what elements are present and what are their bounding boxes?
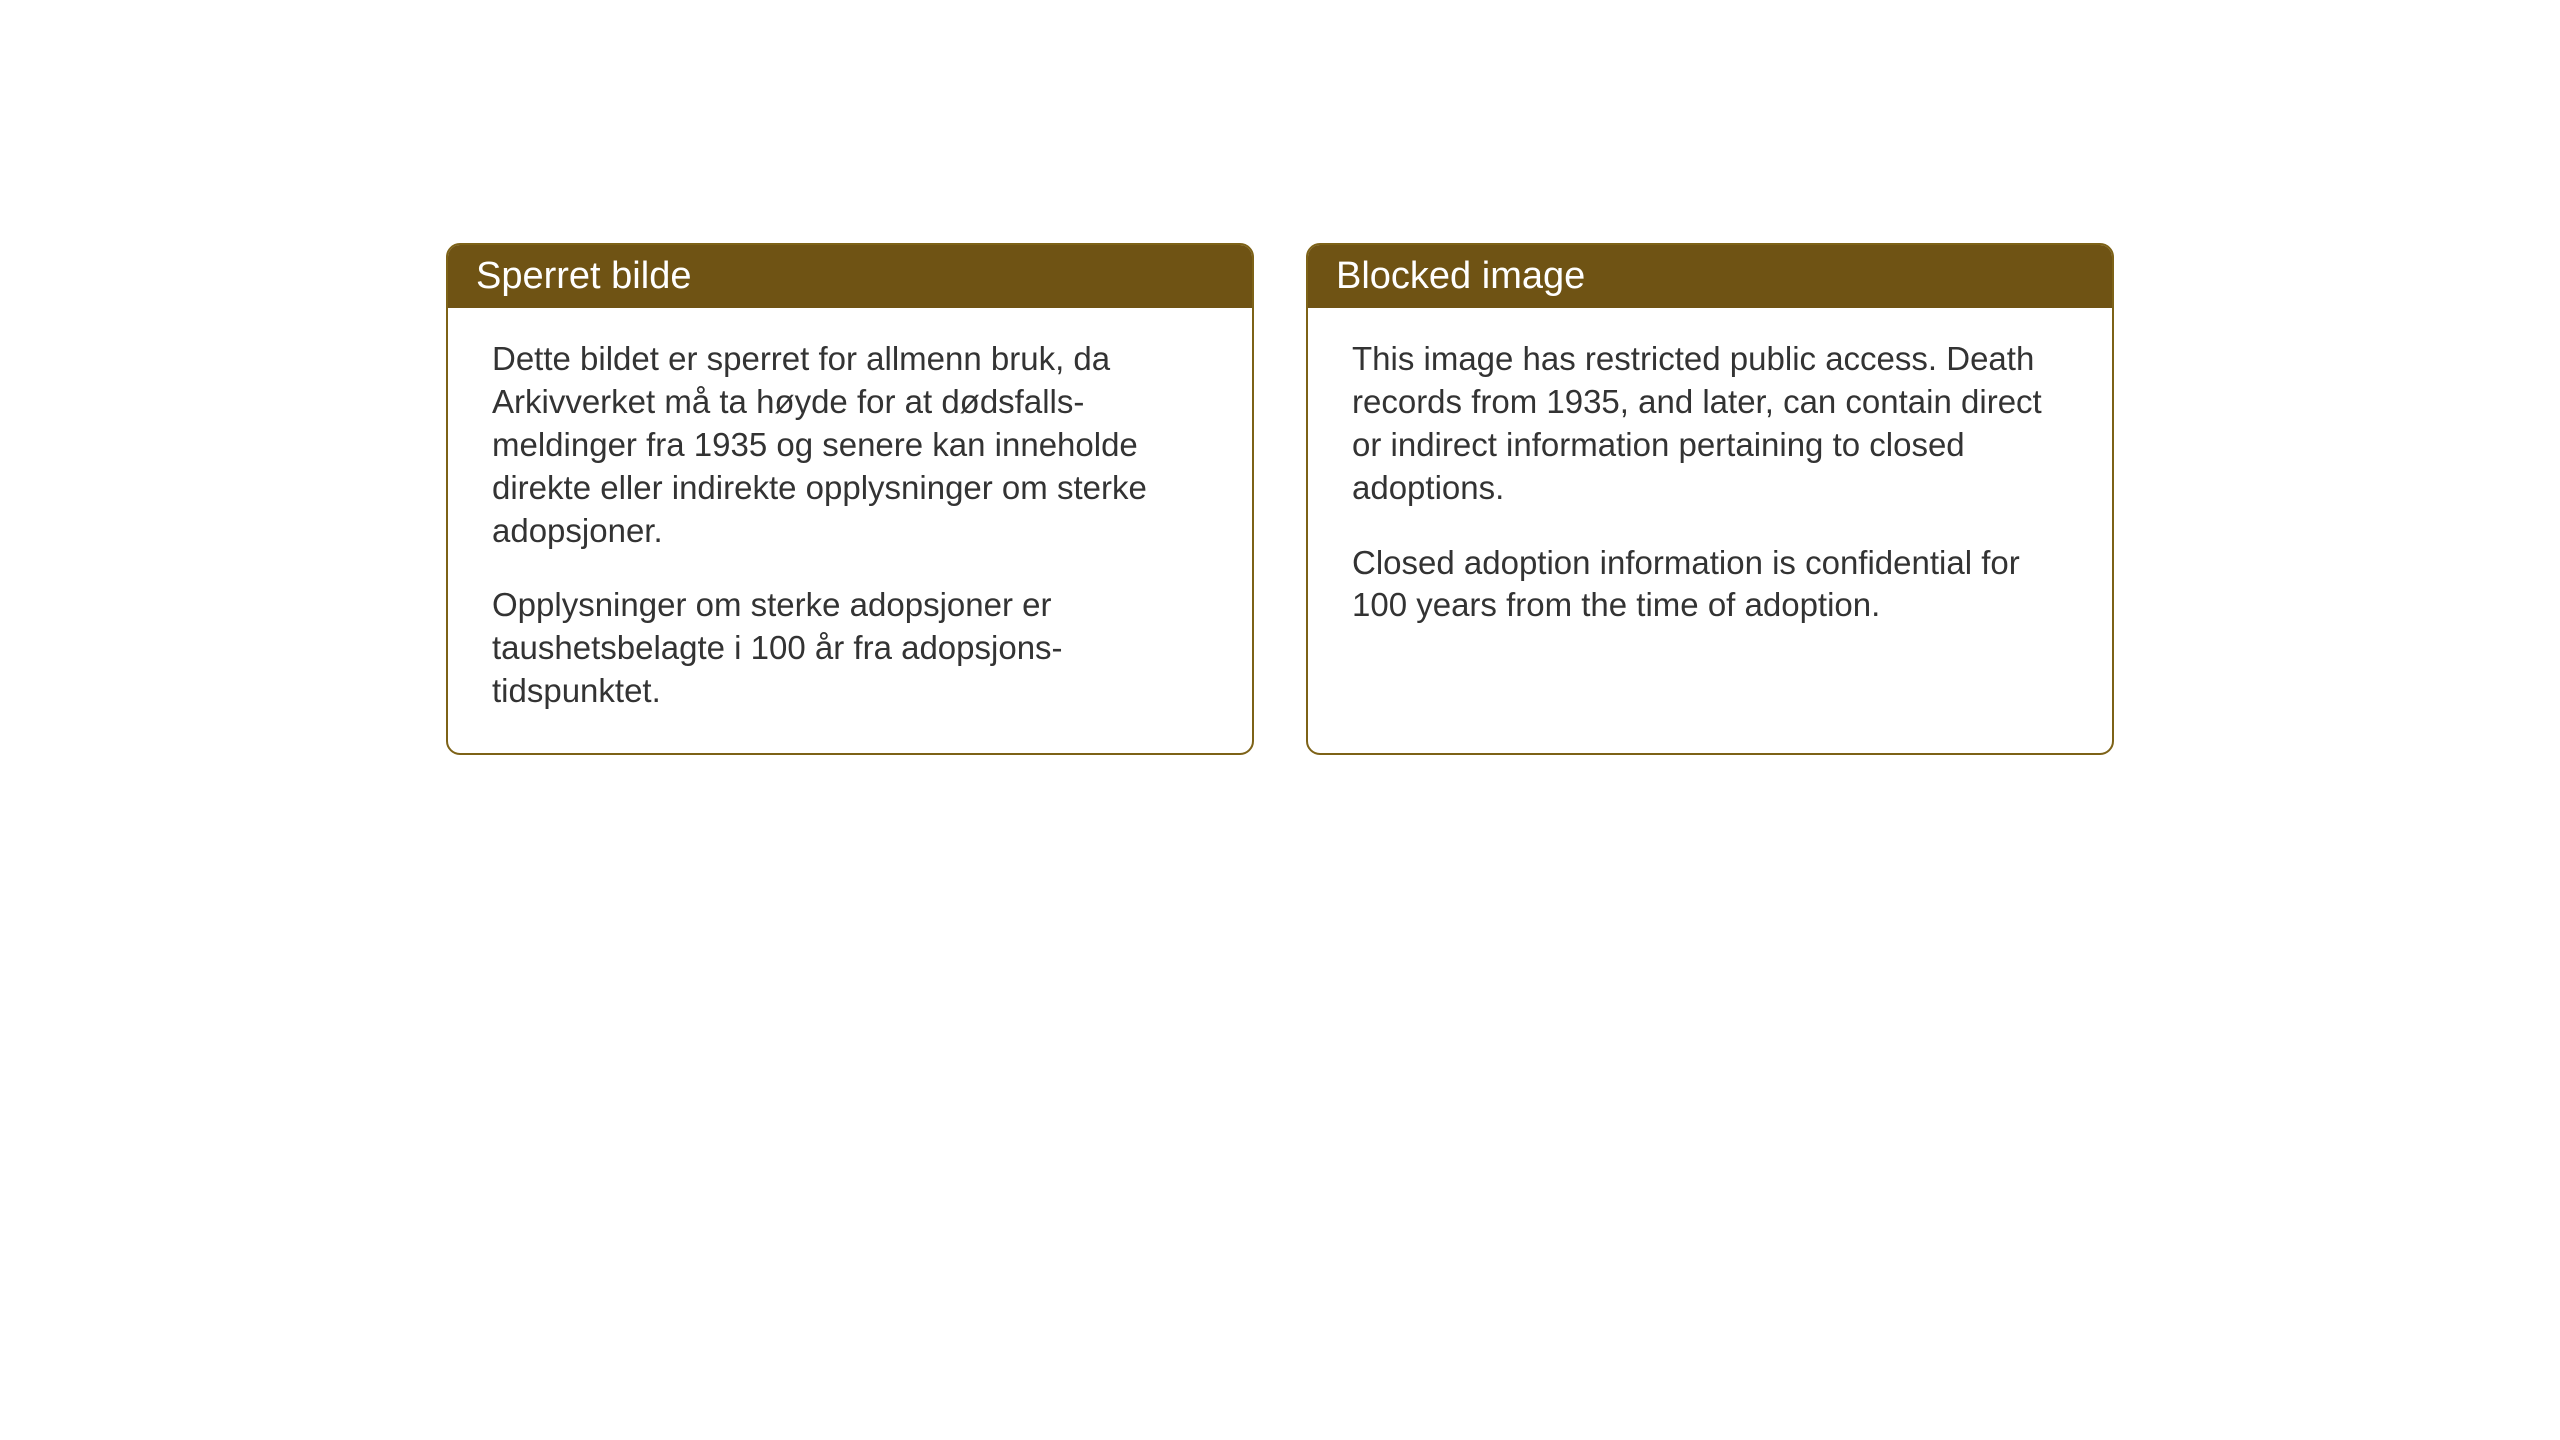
notice-paragraph-2-norwegian: Opplysninger om sterke adopsjoner er tau…	[492, 584, 1208, 713]
notice-paragraph-1-norwegian: Dette bildet er sperret for allmenn bruk…	[492, 338, 1208, 552]
notice-body-english: This image has restricted public access.…	[1308, 308, 2112, 748]
notice-card-norwegian: Sperret bilde Dette bildet er sperret fo…	[446, 243, 1254, 755]
notice-header-english: Blocked image	[1308, 245, 2112, 308]
notice-body-norwegian: Dette bildet er sperret for allmenn bruk…	[448, 308, 1252, 753]
notice-paragraph-2-english: Closed adoption information is confident…	[1352, 542, 2068, 628]
notice-header-norwegian: Sperret bilde	[448, 245, 1252, 308]
notice-container: Sperret bilde Dette bildet er sperret fo…	[446, 243, 2114, 755]
notice-card-english: Blocked image This image has restricted …	[1306, 243, 2114, 755]
notice-paragraph-1-english: This image has restricted public access.…	[1352, 338, 2068, 510]
notice-title-english: Blocked image	[1336, 255, 1585, 297]
notice-title-norwegian: Sperret bilde	[476, 255, 691, 297]
